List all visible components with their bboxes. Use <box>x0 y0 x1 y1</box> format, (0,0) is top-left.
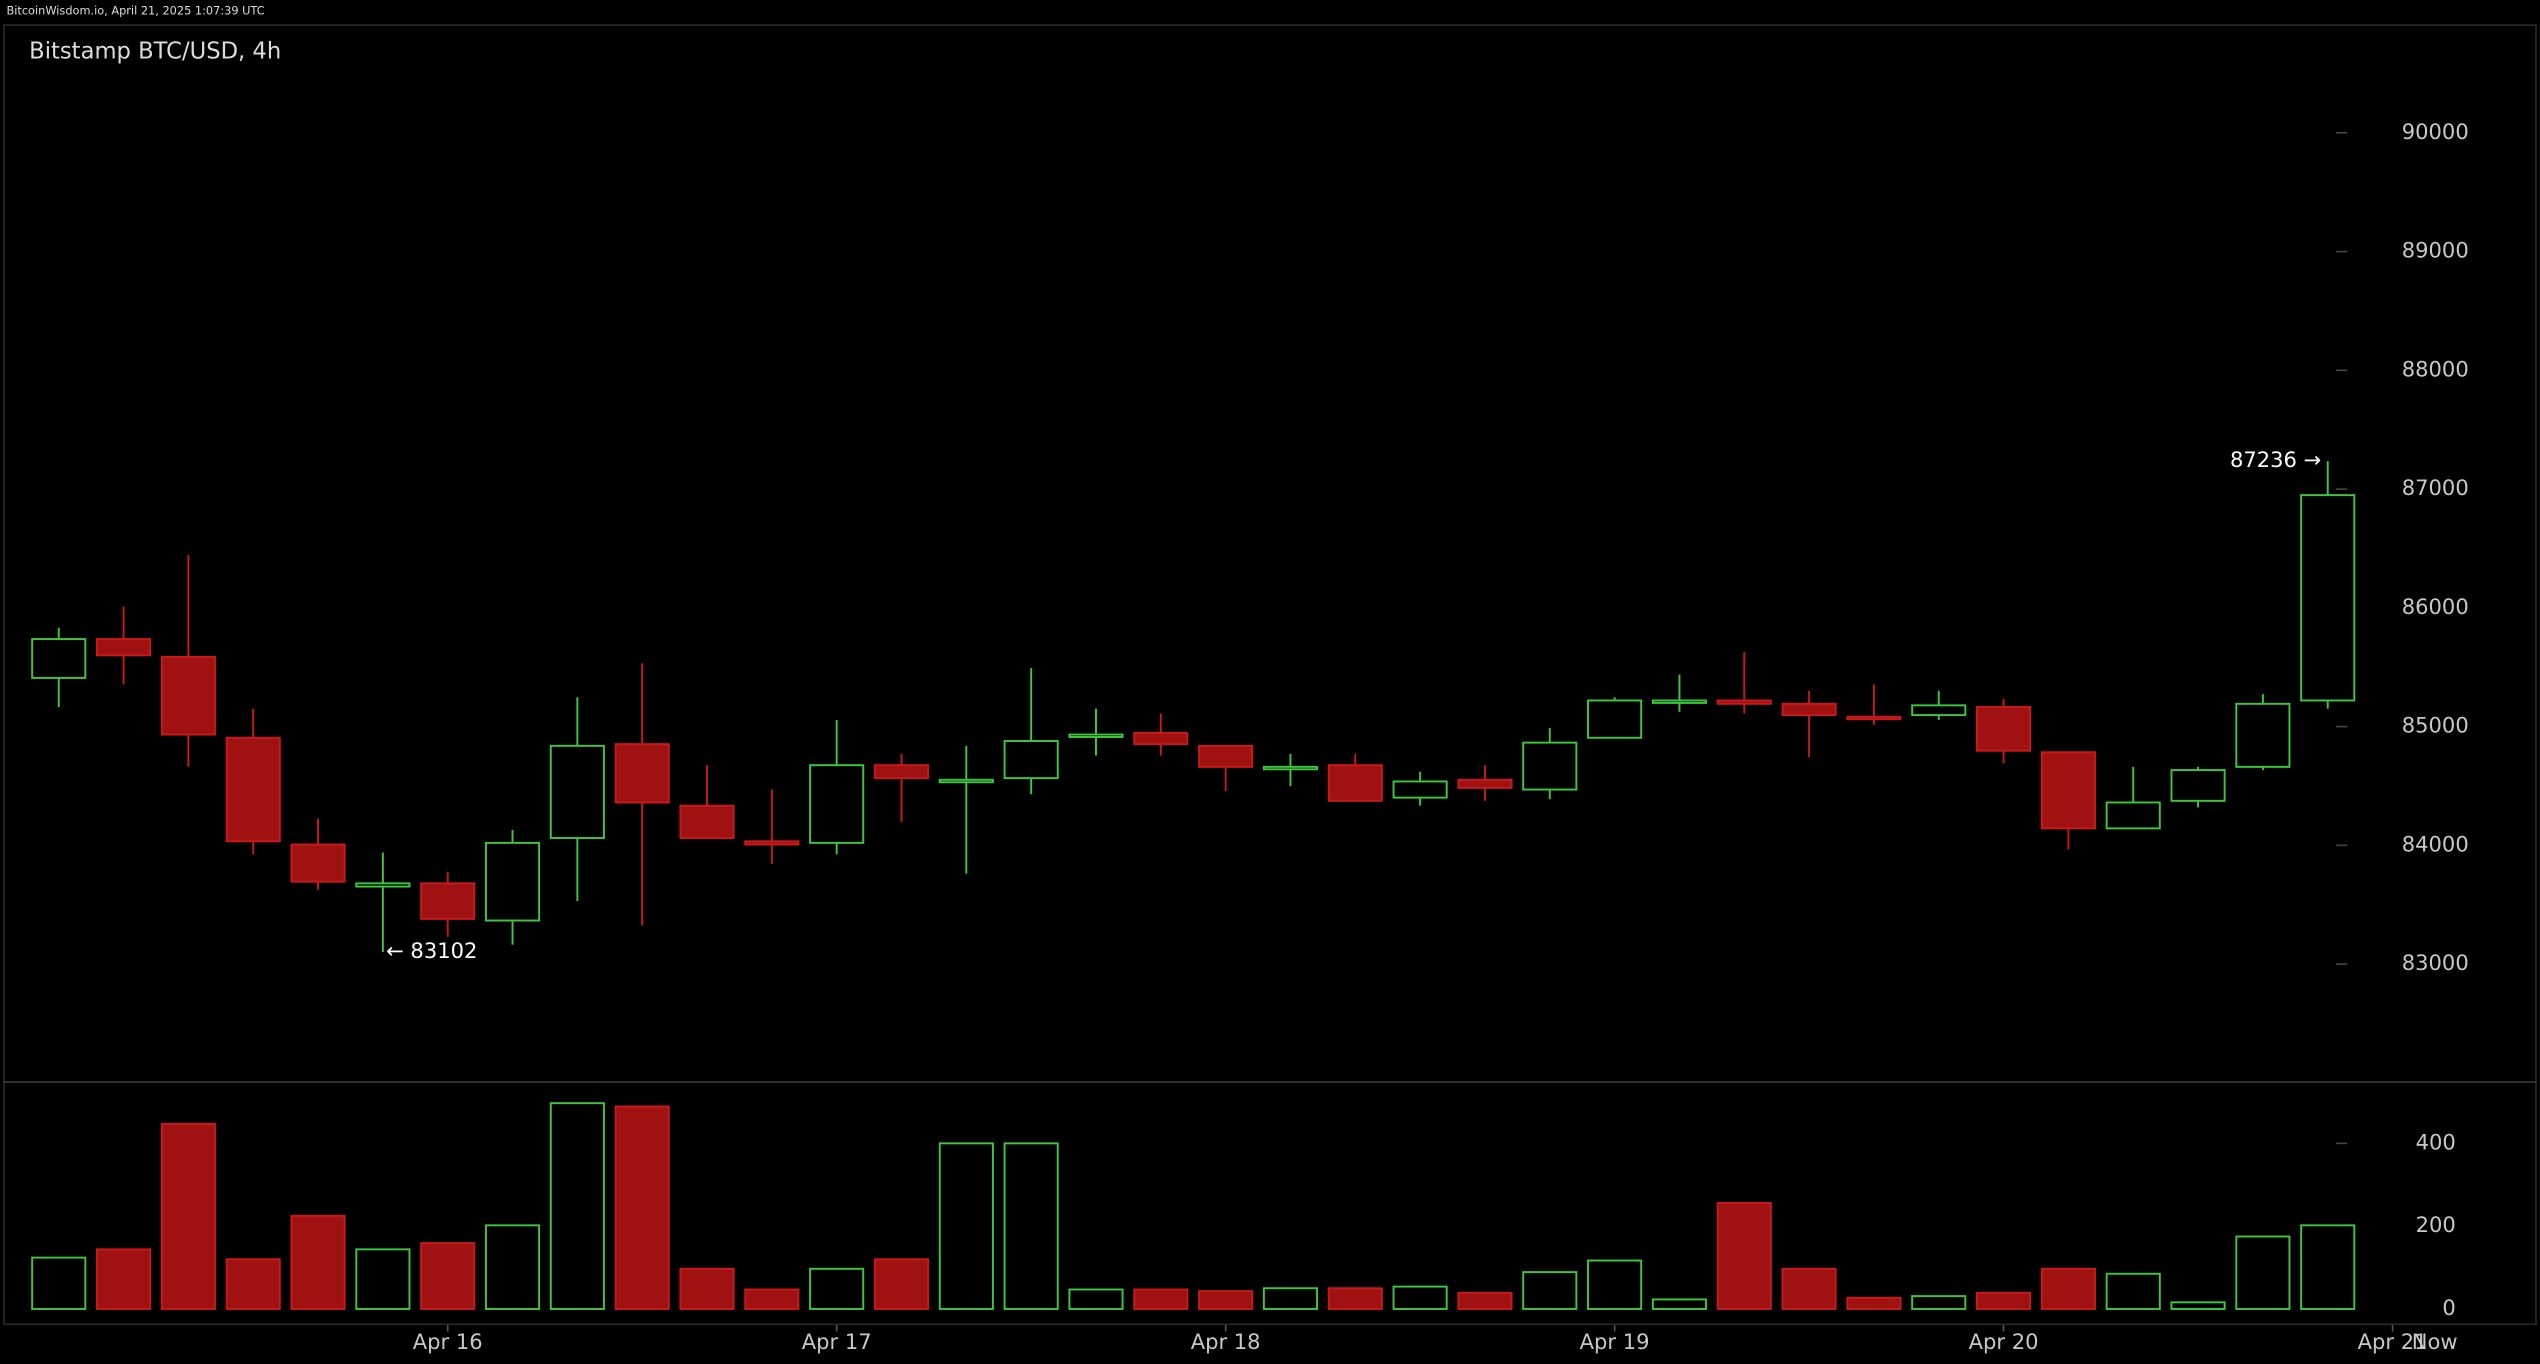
candle-body <box>225 736 281 843</box>
candle-body <box>2300 494 2356 702</box>
candle-body <box>1133 731 1189 746</box>
chart-title: Bitstamp BTC/USD, 4h <box>29 38 281 64</box>
low-annotation: ← 83102 <box>386 938 477 963</box>
candle-body <box>2105 801 2161 830</box>
candle-body <box>614 743 670 804</box>
volume-bar <box>679 1267 735 1310</box>
volume-bar <box>484 1224 541 1310</box>
volume-bar <box>1651 1298 1707 1310</box>
y-tick-label: 84000 <box>2402 831 2469 856</box>
candle-body <box>938 778 994 784</box>
candle-body <box>2040 751 2096 830</box>
candle-body <box>1976 706 2032 752</box>
candle-body <box>484 841 541 922</box>
volume-bar <box>1198 1290 1254 1310</box>
volume-bar <box>938 1142 994 1310</box>
volume-bar <box>809 1267 865 1310</box>
header: BitcoinWisdom.io, April 21, 2025 1:07:39… <box>6 3 264 17</box>
candle-body <box>1522 741 1578 791</box>
volume-bar <box>2235 1235 2291 1310</box>
volume-bar <box>2170 1301 2226 1310</box>
y-tick-label: 87000 <box>2402 475 2469 500</box>
candle-body <box>1457 778 1513 789</box>
y-tick-label: 89000 <box>2402 238 2469 263</box>
volume-bar <box>1003 1142 1059 1310</box>
volume-bar <box>290 1214 346 1310</box>
volume-bar <box>2040 1267 2096 1310</box>
candle-body <box>873 764 930 780</box>
candle-body <box>1003 739 1059 780</box>
volume-bar <box>1392 1285 1448 1310</box>
volume-tick-label: 200 <box>2416 1212 2456 1237</box>
x-tick-label: Apr 20 <box>1969 1329 2039 1354</box>
candle-body <box>31 638 87 679</box>
candle-body <box>809 764 865 844</box>
volume-bar <box>873 1258 930 1310</box>
y-tick-label: 88000 <box>2402 356 2469 381</box>
now-label: Now <box>2412 1329 2458 1354</box>
candle-body <box>1262 765 1319 771</box>
volume-bar <box>1781 1267 1837 1310</box>
volume-bar <box>160 1122 216 1310</box>
y-tick-label: 86000 <box>2402 594 2469 619</box>
volume-bar <box>2300 1224 2356 1310</box>
candle-body <box>1587 699 1643 739</box>
high-annotation: 87236 → <box>2230 447 2321 472</box>
volume-bar <box>1587 1259 1643 1310</box>
candle-body <box>679 804 735 839</box>
volume-bar <box>744 1288 800 1310</box>
y-tick-label: 83000 <box>2402 950 2469 975</box>
candle-body <box>1846 715 1902 721</box>
candle-body <box>1911 704 1967 717</box>
volume-bar <box>1976 1291 2032 1310</box>
panel-border <box>3 24 2537 1326</box>
candle-body <box>744 840 800 846</box>
candle-body <box>2235 702 2291 768</box>
volume-bar <box>1327 1287 1383 1310</box>
x-tick-label: Apr 18 <box>1191 1329 1261 1354</box>
candle-body <box>1651 699 1707 704</box>
candle-body <box>1068 733 1124 738</box>
x-tick-label: Apr 17 <box>802 1329 872 1354</box>
volume-tick-label: 0 <box>2442 1295 2455 1320</box>
volume-bar <box>614 1105 670 1310</box>
candle-body <box>355 882 411 888</box>
volume-bar <box>1522 1271 1578 1310</box>
volume-bar <box>549 1102 605 1310</box>
volume-bar <box>1911 1295 1967 1310</box>
y-tick-label: 90000 <box>2402 119 2469 144</box>
candle-body <box>96 638 152 657</box>
y-tick-label: 85000 <box>2402 713 2469 738</box>
candle-body <box>1198 744 1254 768</box>
candle-body <box>1716 699 1772 705</box>
volume-bar <box>1133 1288 1189 1310</box>
volume-tick-label: 400 <box>2416 1129 2456 1154</box>
volume-bar <box>225 1258 281 1310</box>
volume-bar <box>96 1248 152 1310</box>
candle-body <box>1327 764 1383 802</box>
candle-body <box>420 882 476 920</box>
volume-bar <box>1846 1296 1902 1310</box>
volume-bar <box>1457 1291 1513 1310</box>
candle-body <box>290 843 346 883</box>
candle-body <box>1781 702 1837 717</box>
volume-bar <box>31 1256 87 1310</box>
candle-body <box>1392 780 1448 799</box>
candle-body <box>549 744 605 839</box>
x-tick-label: Apr 21 <box>2358 1329 2428 1354</box>
volume-bar <box>420 1242 476 1310</box>
x-tick-label: Apr 16 <box>413 1329 483 1354</box>
volume-bar <box>2105 1272 2161 1310</box>
x-tick-label: Apr 19 <box>1580 1329 1650 1354</box>
volume-bar <box>355 1248 411 1310</box>
candle-body <box>160 655 216 736</box>
volume-bar <box>1262 1287 1319 1310</box>
volume-bar <box>1716 1201 1772 1310</box>
volume-bar <box>1068 1288 1124 1310</box>
candle-body <box>2170 769 2226 802</box>
